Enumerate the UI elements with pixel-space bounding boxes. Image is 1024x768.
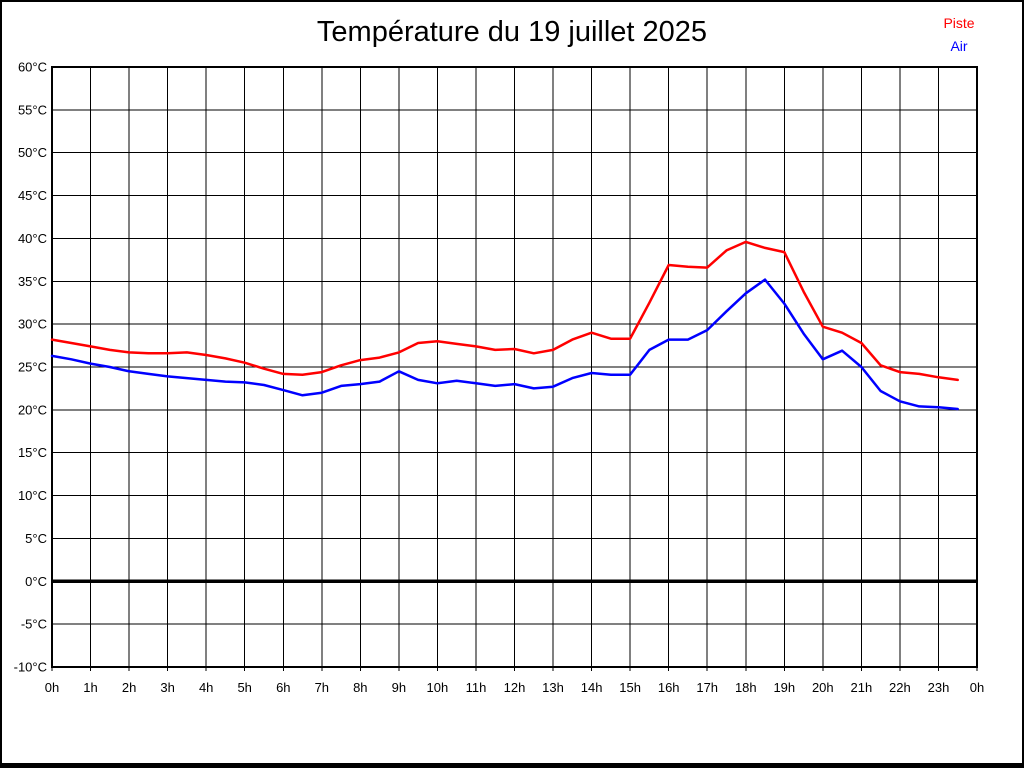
y-tick-label: 25°C [18,360,47,375]
chart-legend: Piste Air [914,12,1004,58]
x-tick-label: 17h [696,680,718,695]
x-tick-label: 15h [619,680,641,695]
x-tick-label: 13h [542,680,564,695]
x-tick-label: 14h [581,680,603,695]
x-tick-label: 21h [851,680,873,695]
chart-title: Température du 19 juillet 2025 [316,16,708,48]
y-tick-label: 45°C [18,188,47,203]
x-tick-label: 1h [83,680,97,695]
y-tick-label: 60°C [18,60,47,75]
x-tick-label: 6h [276,680,290,695]
legend-label-piste: Piste [943,15,975,31]
x-tick-label: 19h [773,680,795,695]
y-tick-label: -10°C [14,660,47,675]
x-tick-label: 22h [889,680,911,695]
x-tick-label: 4h [199,680,213,695]
x-tick-label: 12h [504,680,526,695]
x-tick-label: 16h [658,680,680,695]
x-tick-label: 2h [122,680,136,695]
y-tick-label: 30°C [18,317,47,332]
x-tick-label: 5h [237,680,251,695]
x-tick-label: 23h [928,680,950,695]
x-tick-label: 10h [427,680,449,695]
y-tick-label: 50°C [18,145,47,160]
y-tick-label: 40°C [18,231,47,246]
series-line-piste [50,240,959,382]
y-tick-label: 15°C [18,445,47,460]
y-tick-label: -5°C [21,617,47,632]
series-line-air [50,278,959,411]
x-tick-label: 9h [392,680,406,695]
x-tick-label: 0h [45,680,59,695]
x-tick-label: 3h [160,680,174,695]
y-tick-label: 55°C [18,102,47,117]
x-tick-label: 18h [735,680,757,695]
y-tick-label: 35°C [18,274,47,289]
y-tick-label: 10°C [18,488,47,503]
x-tick-label: 20h [812,680,834,695]
legend-label-air: Air [950,38,968,54]
x-tick-label: 8h [353,680,367,695]
x-tick-label: 7h [315,680,329,695]
y-tick-label: 20°C [18,402,47,417]
x-tick-label: 0h [970,680,984,695]
x-tick-label: 11h [466,680,487,695]
y-tick-label: 0°C [25,574,47,589]
y-tick-label: 5°C [25,531,47,546]
